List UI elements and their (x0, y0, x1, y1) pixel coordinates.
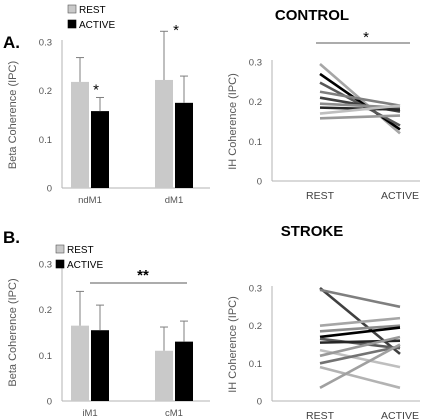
y-axis-label: IH Coherence (IPC) (227, 73, 239, 170)
significance-star: * (93, 81, 99, 98)
x-tick-label-rest: REST (306, 410, 335, 420)
y-tick-label: 0.2 (39, 305, 52, 316)
chart-2: 0 0.1 0.2 0.3 IH Coherence (IPC) REST ACTIVE * (227, 29, 420, 202)
bar-active-cm1 (175, 341, 193, 401)
panel-b-label: B. (3, 228, 20, 247)
legend-swatch-rest (55, 244, 65, 254)
subject-line-5 (319, 326, 401, 339)
legend-swatch-active (55, 259, 65, 269)
subject-line-4 (319, 324, 401, 333)
y-tick-label: 0.3 (249, 284, 262, 295)
legend-swatch-active (67, 19, 77, 29)
chart-3: 0 0.1 0.2 0.3 Beta Coherence (IPC) REST ACTIVE… (7, 244, 210, 419)
chart-1: 0 0.1 0.2 0.3 Beta Coherence (IPC) REST ACTIVE… (7, 4, 210, 206)
legend-label-active: ACTIVE (79, 20, 115, 31)
subject-line-2 (319, 72, 401, 131)
panel-b-title: STROKE (281, 223, 344, 240)
legend-swatch-rest (67, 4, 77, 14)
chart-4: 0 0.1 0.2 0.3 IH Coherence (IPC) REST ACTIVE (227, 284, 420, 420)
y-tick-label: 0.1 (39, 351, 52, 362)
y-tick-label: 0.2 (249, 321, 262, 332)
bar-active-ndm1 (91, 111, 109, 188)
bar-active-im1 (91, 330, 109, 401)
subject-line-8 (319, 104, 401, 115)
legend-label-active: ACTIVE (67, 260, 103, 271)
x-tick-label-ndm1: ndM1 (78, 195, 102, 206)
y-tick-label: 0.1 (249, 137, 262, 148)
significance-star: ** (137, 267, 149, 284)
bar-active-dm1 (175, 102, 193, 188)
subject-line-10 (319, 345, 401, 365)
charts: 0 0.1 0.2 0.3 Beta Coherence (IPC) REST ACTIVE… (7, 4, 420, 420)
subject-line-11 (319, 365, 401, 390)
y-tick-label: 0.3 (249, 58, 262, 69)
x-tick-label-active: ACTIVE (381, 410, 419, 420)
y-tick-label: 0.2 (39, 86, 52, 97)
bar-rest-im1 (71, 325, 89, 401)
subject-line-9 (319, 114, 401, 120)
bar-rest-ndm1 (71, 81, 89, 188)
y-tick-label: 0.2 (249, 97, 262, 108)
y-axis-label: Beta Coherence (IPC) (7, 61, 19, 169)
x-tick-label-cm1: cM1 (165, 408, 183, 419)
y-tick-label: 0.1 (39, 135, 52, 146)
legend-label-rest: REST (67, 245, 94, 256)
y-axis-label: Beta Coherence (IPC) (7, 278, 19, 386)
bar-rest-cm1 (155, 350, 173, 401)
y-tick-label: 0.3 (39, 260, 52, 271)
x-tick-label-active: ACTIVE (381, 190, 419, 202)
panel-a-title: CONTROL (275, 7, 349, 24)
subject-line-9 (319, 335, 401, 358)
bar-rest-dm1 (155, 79, 173, 188)
y-tick-label: 0.3 (39, 38, 52, 49)
y-tick-label: 0 (257, 397, 262, 408)
panel-a-label: A. (3, 33, 20, 52)
y-tick-label: 0 (257, 177, 262, 188)
y-tick-label: 0 (47, 184, 52, 195)
x-tick-label-im1: iM1 (82, 408, 97, 419)
significance-star: * (173, 22, 179, 39)
subject-line-2 (319, 288, 401, 309)
y-axis-label: IH Coherence (IPC) (227, 296, 239, 393)
legend-label-rest: REST (79, 5, 106, 16)
significance-star: * (363, 29, 369, 46)
subject-line-12 (319, 343, 401, 389)
y-tick-label: 0 (47, 397, 52, 408)
x-tick-label-dm1: dM1 (165, 195, 183, 206)
x-tick-label-rest: REST (306, 190, 335, 202)
subject-line-6 (319, 337, 401, 350)
subject-line-4 (319, 90, 401, 107)
y-tick-label: 0.1 (249, 359, 262, 370)
subject-line-3 (319, 316, 401, 327)
